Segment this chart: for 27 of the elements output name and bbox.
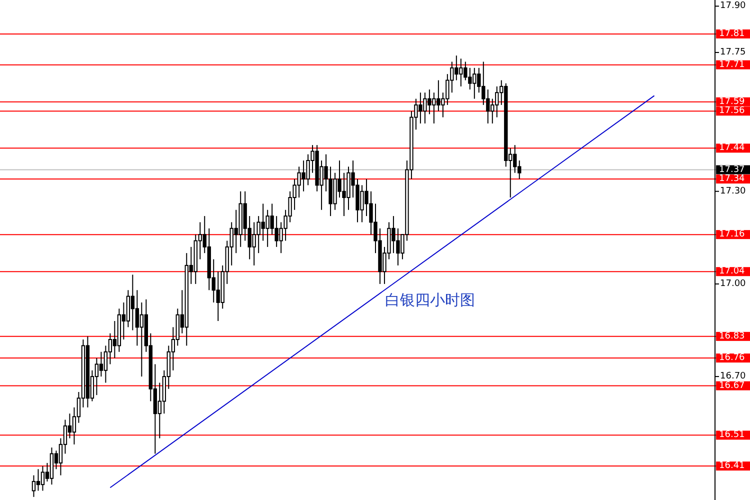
y-tick-label: 17.75 xyxy=(720,47,746,58)
ref-line-label: 17.59 xyxy=(719,96,746,107)
ref-line-label: 16.41 xyxy=(719,461,745,472)
ref-line-label: 17.56 xyxy=(719,106,746,116)
candlestick xyxy=(99,351,104,378)
y-tick-label: 16.70 xyxy=(720,372,746,382)
y-tick-label: 17.30 xyxy=(720,186,746,196)
ref-line-label: 16.51 xyxy=(719,430,745,440)
ref-line-label: 16.76 xyxy=(719,353,746,364)
candlestick xyxy=(135,290,140,346)
ref-line-label: 16.67 xyxy=(719,380,745,391)
candlestick xyxy=(130,274,135,331)
ref-line-label: 16.83 xyxy=(719,331,745,342)
ref-line-label: 17.16 xyxy=(719,230,746,240)
ref-line-label: 17.04 xyxy=(719,266,746,277)
y-tick-label: 17.90 xyxy=(720,1,746,12)
ref-line-label: 17.37 xyxy=(719,164,745,175)
ref-line-label: 17.34 xyxy=(719,174,746,184)
y-tick-label: 17.00 xyxy=(720,278,746,289)
ref-line-label: 17.44 xyxy=(719,143,746,154)
candlestick xyxy=(40,466,45,492)
ref-line-label: 17.81 xyxy=(719,28,745,39)
text: 白银四小时图 xyxy=(385,291,475,309)
candlestick xyxy=(94,358,99,396)
ref-line-label: 17.71 xyxy=(719,60,745,70)
candlestick xyxy=(36,468,40,492)
candlestick xyxy=(32,474,36,498)
